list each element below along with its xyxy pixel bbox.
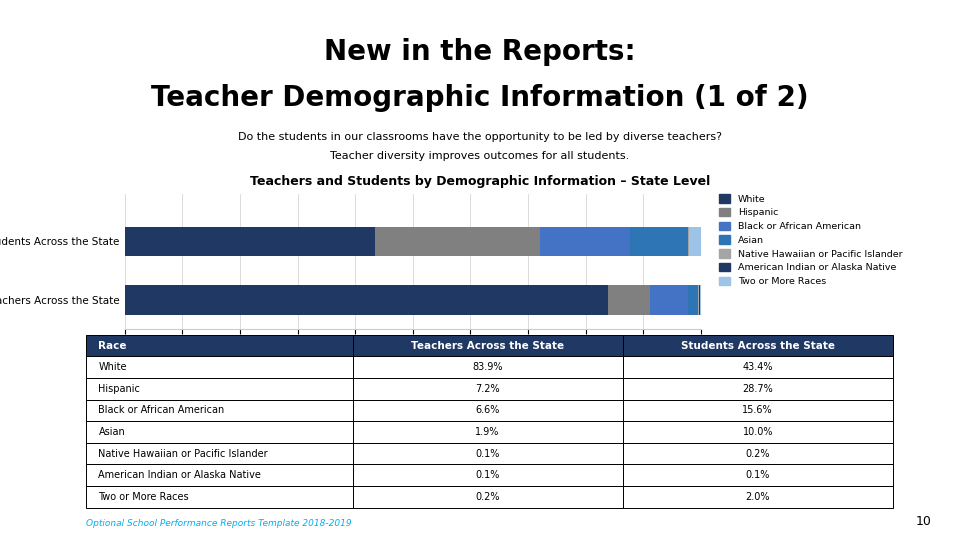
Bar bbox=[352, 400, 623, 421]
Bar bbox=[623, 356, 893, 378]
Text: 0.1%: 0.1% bbox=[475, 470, 500, 480]
Text: 0.1%: 0.1% bbox=[746, 470, 770, 480]
Bar bbox=[700, 285, 701, 315]
Text: Teachers Across the State: Teachers Across the State bbox=[411, 341, 564, 350]
Bar bbox=[86, 486, 352, 508]
Bar bbox=[608, 285, 650, 315]
Text: White: White bbox=[99, 362, 127, 372]
Text: 6.6%: 6.6% bbox=[475, 406, 500, 415]
Bar bbox=[352, 378, 623, 400]
Bar bbox=[86, 464, 352, 486]
Bar bbox=[352, 335, 623, 356]
Text: Teachers and Students by Demographic Information – State Level: Teachers and Students by Demographic Inf… bbox=[250, 176, 710, 188]
Bar bbox=[352, 421, 623, 443]
Bar bbox=[86, 443, 352, 464]
Bar bbox=[86, 378, 352, 400]
Bar bbox=[689, 227, 701, 256]
Text: 2.0%: 2.0% bbox=[746, 492, 770, 502]
Text: 43.4%: 43.4% bbox=[742, 362, 773, 372]
Text: 0.1%: 0.1% bbox=[475, 449, 500, 458]
Text: Students Across the State: Students Across the State bbox=[681, 341, 835, 350]
Bar bbox=[125, 285, 608, 315]
Text: 1.9%: 1.9% bbox=[475, 427, 500, 437]
Text: 7.2%: 7.2% bbox=[475, 384, 500, 394]
Bar bbox=[623, 335, 893, 356]
Text: Black or African American: Black or African American bbox=[99, 406, 225, 415]
Text: American Indian or Alaska Native: American Indian or Alaska Native bbox=[99, 470, 261, 480]
Bar bbox=[623, 400, 893, 421]
Text: 28.7%: 28.7% bbox=[742, 384, 773, 394]
Bar bbox=[86, 400, 352, 421]
Text: 10.0%: 10.0% bbox=[742, 427, 773, 437]
Bar bbox=[374, 227, 540, 256]
Bar bbox=[86, 356, 352, 378]
Bar bbox=[623, 378, 893, 400]
Text: Native Hawaiian or Pacific Islander: Native Hawaiian or Pacific Islander bbox=[99, 449, 268, 458]
Bar bbox=[86, 335, 352, 356]
Bar bbox=[125, 227, 374, 256]
Text: Race: Race bbox=[99, 341, 127, 350]
Bar bbox=[687, 285, 699, 315]
Text: Teacher Demographic Information (1 of 2): Teacher Demographic Information (1 of 2) bbox=[151, 84, 809, 112]
Text: 0.2%: 0.2% bbox=[475, 492, 500, 502]
Bar bbox=[352, 464, 623, 486]
Text: 83.9%: 83.9% bbox=[472, 362, 503, 372]
Text: Optional School Performance Reports Template 2018-2019: Optional School Performance Reports Temp… bbox=[86, 519, 352, 528]
Bar bbox=[623, 421, 893, 443]
Legend: White, Hispanic, Black or African American, Asian, Native Hawaiian or Pacific Is: White, Hispanic, Black or African Americ… bbox=[717, 192, 904, 288]
Text: Two or More Races: Two or More Races bbox=[99, 492, 189, 502]
Bar bbox=[352, 443, 623, 464]
Bar bbox=[352, 486, 623, 508]
Bar bbox=[650, 285, 687, 315]
Text: Hispanic: Hispanic bbox=[99, 384, 140, 394]
Bar bbox=[630, 227, 687, 256]
Text: 0.2%: 0.2% bbox=[746, 449, 770, 458]
Text: Do the students in our classrooms have the opportunity to be led by diverse teac: Do the students in our classrooms have t… bbox=[238, 132, 722, 143]
Text: Teacher diversity improves outcomes for all students.: Teacher diversity improves outcomes for … bbox=[330, 151, 630, 161]
Text: 15.6%: 15.6% bbox=[742, 406, 773, 415]
Bar bbox=[623, 464, 893, 486]
Text: Asian: Asian bbox=[99, 427, 125, 437]
Bar bbox=[623, 443, 893, 464]
Bar bbox=[687, 227, 688, 256]
Bar bbox=[352, 356, 623, 378]
Text: 10: 10 bbox=[915, 515, 931, 528]
Bar bbox=[623, 486, 893, 508]
Bar bbox=[86, 421, 352, 443]
Bar bbox=[540, 227, 630, 256]
Text: New in the Reports:: New in the Reports: bbox=[324, 38, 636, 66]
